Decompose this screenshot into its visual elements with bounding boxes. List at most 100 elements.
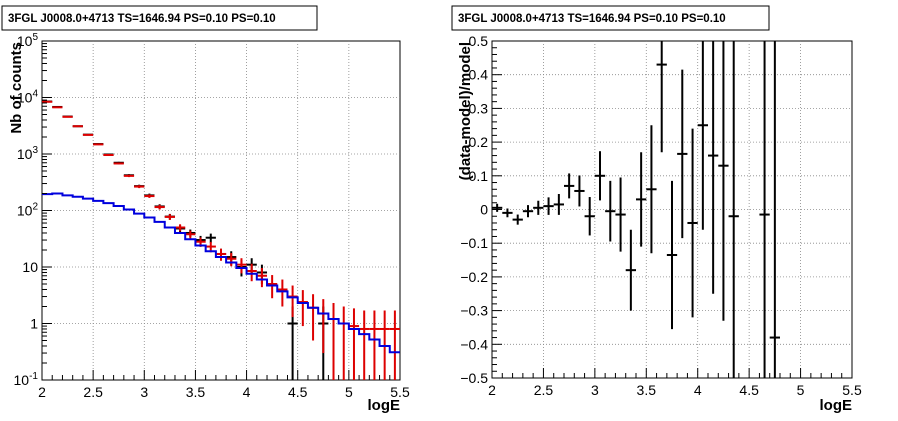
x-tick-label: 3 xyxy=(591,382,599,398)
data-point xyxy=(728,41,739,378)
x-tick-label: 2.5 xyxy=(534,382,554,398)
y-tick-label: 0.1 xyxy=(469,168,489,184)
data-point xyxy=(267,275,278,299)
data-point xyxy=(93,143,104,146)
data-point xyxy=(677,69,688,239)
data-point xyxy=(646,125,657,254)
x-tick-label: 4.5 xyxy=(288,384,308,400)
y-axis-label: Nb of counts xyxy=(8,42,25,134)
y-tick-label: 1 xyxy=(30,316,38,332)
y-tick-label: −0.2 xyxy=(460,269,488,285)
y-tick-label: 0.3 xyxy=(469,100,489,116)
y-tick-label: −0.3 xyxy=(460,303,488,319)
data-point xyxy=(297,290,308,327)
x-tick-label: 5.5 xyxy=(842,382,862,398)
data-point xyxy=(134,185,145,189)
data-point xyxy=(52,106,63,109)
data-point xyxy=(369,310,380,380)
title-box: 3FGL J0008.0+4713 TS=1646.94 PS=0.10 PS=… xyxy=(451,5,770,31)
data-point xyxy=(543,197,554,215)
data-point xyxy=(594,151,606,201)
x-tick-label: 3.5 xyxy=(637,382,657,398)
data-point xyxy=(246,263,257,282)
x-tick-label: 5.5 xyxy=(390,384,410,400)
data-point xyxy=(185,230,196,239)
data-point xyxy=(359,310,370,380)
data-point xyxy=(708,41,719,294)
y-tick-label: 10-1 xyxy=(14,371,39,388)
data-point xyxy=(769,41,780,378)
y-tick-label: 103 xyxy=(17,145,39,162)
data-point xyxy=(625,229,636,311)
data-point xyxy=(287,306,298,380)
data-point xyxy=(533,200,544,215)
data-point xyxy=(605,180,616,242)
residual-panel: 2 2.5 3 3.5 4 4.5 5 5.5 −0.5 −0.4 −0.3 −0.2 −0.1 0 0.1… xyxy=(451,5,862,414)
data-point xyxy=(564,173,575,199)
y-tick-label: 10 xyxy=(22,259,38,275)
y-tick-label: 0.2 xyxy=(469,134,489,150)
data-point xyxy=(718,41,729,321)
y-tick-label: 0.4 xyxy=(469,67,489,83)
chart-title: 3FGL J0008.0+4713 TS=1646.94 PS=0.10 PS=… xyxy=(458,13,726,25)
x-tick-label: 2 xyxy=(488,382,496,398)
plot-frame xyxy=(41,40,401,381)
data-point xyxy=(348,308,360,380)
data-point xyxy=(636,152,647,247)
data-point xyxy=(389,310,400,380)
data-point xyxy=(215,248,227,261)
data-point xyxy=(512,214,523,225)
y-tick-label: 0.5 xyxy=(469,33,489,49)
data-point xyxy=(82,133,94,136)
y-tick-label: 104 xyxy=(17,89,39,106)
counts-panel: 2 2.5 3 3.5 4 4.5 5 5.5 10-1 1 10 102 103 104 105 3FGL… xyxy=(1,5,410,414)
data-point xyxy=(72,125,83,128)
data-point xyxy=(584,197,595,236)
y-tick-label: 102 xyxy=(17,202,39,219)
y-axis-label: (data-model)/model xyxy=(457,42,474,180)
x-tick-label: 5 xyxy=(797,382,805,398)
data-point xyxy=(759,41,770,378)
title-box: 3FGL J0008.0+4713 TS=1646.94 PS=0.10 PS=… xyxy=(1,5,318,31)
y-tick-label: 105 xyxy=(17,32,39,49)
data-point xyxy=(42,100,53,103)
data-point xyxy=(666,180,678,330)
data-point xyxy=(522,205,534,218)
y-tick-label: −0.1 xyxy=(460,235,488,251)
data-point xyxy=(236,258,247,274)
data-point xyxy=(103,154,114,157)
y-tick-label: −0.5 xyxy=(460,370,488,386)
grid xyxy=(492,41,852,378)
data-point xyxy=(656,41,667,153)
data-point xyxy=(492,203,503,212)
data-point xyxy=(205,233,216,243)
y-tick-label: 0 xyxy=(480,202,488,218)
x-tick-label: 3 xyxy=(140,384,148,400)
data-point xyxy=(615,177,626,252)
x-tick-label: 3.5 xyxy=(186,384,206,400)
data-point xyxy=(697,41,708,230)
chart-title: 3FGL J0008.0+4713 TS=1646.94 PS=0.10 PS=… xyxy=(8,13,276,25)
data-point xyxy=(174,224,186,232)
data-point xyxy=(553,193,564,215)
data-point xyxy=(256,268,268,288)
model-step-line xyxy=(42,192,400,354)
data-point xyxy=(226,252,237,267)
x-tick-label: 2 xyxy=(38,384,46,400)
axis-ticks: 2 2.5 3 3.5 4 4.5 5 5.5 10-1 1 10 102 103 104 105 xyxy=(14,32,410,400)
x-tick-label: 2.5 xyxy=(83,384,103,400)
data-point xyxy=(113,162,124,165)
x-tick-label: 4 xyxy=(243,384,251,400)
y-tick-label: −0.4 xyxy=(460,336,488,352)
data-point xyxy=(574,175,585,207)
data-point xyxy=(123,174,135,178)
x-axis-label: logE xyxy=(820,397,853,414)
x-tick-label: 5 xyxy=(345,384,353,400)
data-point xyxy=(62,115,73,118)
data-point xyxy=(144,194,155,198)
data-point xyxy=(502,208,513,218)
x-axis-label: logE xyxy=(368,397,401,414)
x-tick-label: 4.5 xyxy=(739,382,759,398)
marks xyxy=(492,41,780,378)
marks xyxy=(42,100,400,380)
